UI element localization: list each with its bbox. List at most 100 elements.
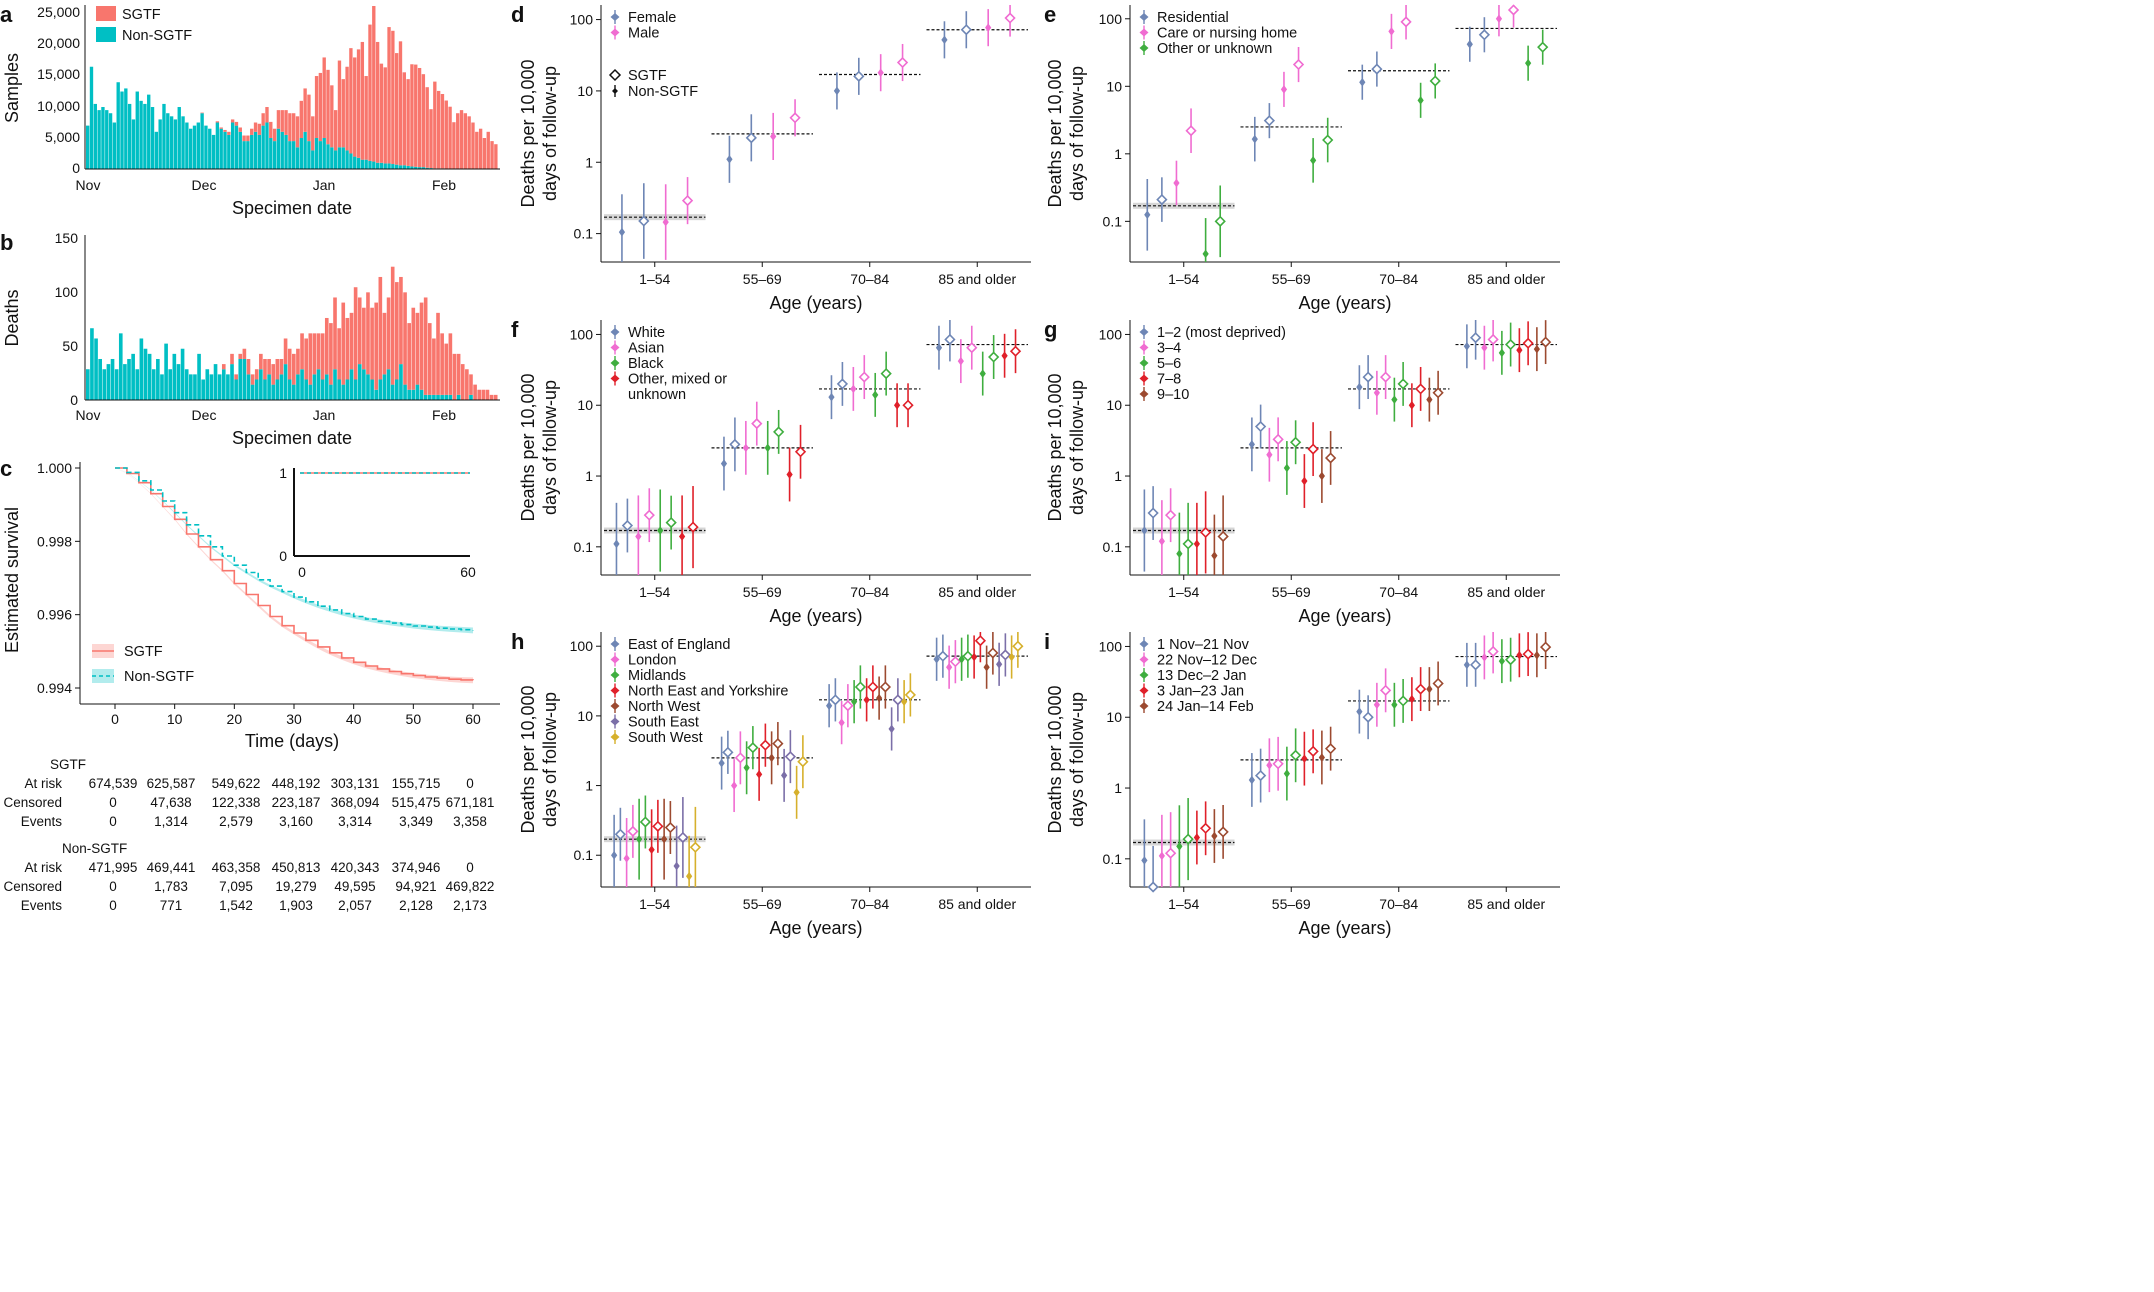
panel-label-i: i — [1044, 629, 1050, 654]
e-legend-key — [1139, 13, 1149, 21]
risk-cell: 3,349 — [399, 814, 433, 829]
i-legend-label: 3 Jan–23 Jan — [1157, 684, 1244, 700]
h-point-nonsgtf — [876, 693, 883, 703]
f-legend-label: White — [628, 325, 665, 341]
e-legend-label: Residential — [1157, 10, 1229, 26]
c-ytick: 0.994 — [37, 680, 72, 696]
e-point-nonsgtf — [1173, 178, 1180, 188]
a-bar-nonsgtf — [143, 103, 147, 169]
a-bar-nonsgtf — [169, 116, 174, 169]
a-bar-sgtf — [280, 110, 284, 132]
h-point-nonsgtf — [863, 695, 870, 705]
f-point-nonsgtf — [720, 459, 728, 468]
d-point-nonsgtf — [770, 132, 777, 141]
b-bar-nonsgtf — [316, 369, 321, 400]
f-point-sgtf — [751, 417, 763, 430]
h-point-nonsgtf — [958, 654, 965, 664]
b-bar-nonsgtf — [378, 379, 383, 400]
b-bar-nonsgtf — [320, 379, 325, 400]
h-legend-key — [610, 717, 620, 726]
b-bar-nonsgtf — [205, 369, 210, 400]
i-point-nonsgtf — [1481, 653, 1488, 662]
b-bar-sgtf — [444, 343, 449, 395]
b-bar-sgtf — [230, 353, 234, 365]
h-point-sgtf — [614, 828, 627, 840]
i-legend-label: 1 Nov–21 Nov — [1157, 637, 1250, 653]
a-bar-nonsgtf — [208, 128, 212, 169]
f-ytick: 100 — [570, 326, 594, 342]
g-legend-key — [1139, 359, 1149, 367]
i-ytick: 1 — [1114, 780, 1122, 796]
h-xlabel: Age (years) — [769, 918, 862, 938]
b-bar-nonsgtf — [337, 379, 341, 400]
b-bar-sgtf — [390, 266, 395, 385]
e-ylabel-line1: Deaths per 10,000 — [1045, 59, 1065, 207]
b-bar-nonsgtf — [118, 333, 123, 400]
b-bar-nonsgtf — [308, 384, 313, 400]
h-ytick: 100 — [570, 638, 594, 654]
g-point-sgtf — [1324, 452, 1337, 464]
risk-cell: 3,358 — [453, 814, 487, 829]
b-bar-nonsgtf — [172, 353, 177, 400]
b-bar-nonsgtf — [201, 379, 205, 400]
risk-table-title-nonsgtf: Non-SGTF — [62, 841, 127, 856]
f-point-sgtf — [621, 519, 634, 532]
f-point-nonsgtf — [979, 369, 986, 378]
b-bar-sgtf — [267, 358, 271, 375]
a-xtick: Nov — [76, 177, 101, 193]
h-legend-label: East of England — [628, 637, 730, 653]
h-point-sgtf — [797, 756, 809, 768]
b-bar-nonsgtf — [94, 338, 98, 400]
d-point-nonsgtf — [985, 23, 992, 33]
b-bar-sgtf — [395, 282, 399, 380]
g-point-nonsgtf — [1266, 450, 1273, 460]
a-xtick: Feb — [432, 177, 456, 193]
a-bar-nonsgtf — [177, 107, 181, 169]
g-point-sgtf — [1217, 530, 1229, 543]
b-bar-sgtf — [254, 369, 259, 380]
h-point-sgtf — [747, 742, 759, 754]
f-point-nonsgtf — [657, 526, 664, 535]
panel-a-yticks: 0 5,000 10,000 15,000 20,000 25,000 — [37, 4, 80, 176]
g-legend-key — [1139, 328, 1149, 336]
h-ytick: 1 — [585, 778, 593, 794]
a-bar-nonsgtf — [311, 150, 315, 169]
b-bar-sgtf — [427, 323, 432, 395]
risk-cell: 3,314 — [338, 814, 372, 829]
a-bar-sgtf — [322, 57, 326, 139]
f-point-nonsgtf — [1001, 351, 1008, 361]
b-ytick: 0 — [70, 392, 78, 408]
b-bar-nonsgtf — [419, 389, 424, 400]
a-bar-nonsgtf — [272, 141, 277, 169]
g-ylabel-line1: Deaths per 10,000 — [1045, 373, 1065, 521]
g-ytick: 100 — [1099, 326, 1123, 342]
h-point-nonsgtf — [611, 850, 618, 860]
f-point-nonsgtf — [742, 443, 749, 453]
a-bar-nonsgtf — [166, 113, 170, 169]
a-bar-nonsgtf — [135, 91, 139, 169]
f-point-nonsgtf — [850, 384, 857, 394]
d-ylabel-line1: Deaths per 10,000 — [518, 59, 538, 207]
h-point-nonsgtf — [686, 871, 693, 881]
h-ylabel-line1: Deaths per 10,000 — [518, 685, 538, 833]
b-bar-nonsgtf — [193, 374, 197, 400]
a-bar-sgtf — [448, 106, 452, 169]
a-bar-nonsgtf — [269, 138, 273, 169]
b-bar-sgtf — [366, 292, 370, 375]
a-bar-sgtf — [475, 131, 479, 169]
i-point-sgtf — [1414, 683, 1427, 695]
a-bar-sgtf — [360, 41, 365, 160]
b-bar-nonsgtf — [341, 384, 346, 400]
f-xtick: 1–54 — [639, 584, 670, 600]
a-bar-sgtf — [478, 128, 483, 169]
i-point-nonsgtf — [1463, 660, 1470, 670]
i-point-sgtf — [1307, 745, 1319, 757]
i-point-nonsgtf — [1498, 656, 1505, 666]
a-bar-nonsgtf — [242, 141, 246, 169]
b-bar-sgtf — [345, 317, 350, 380]
f-point-sgtf — [794, 446, 807, 458]
panel-a-bars — [86, 6, 498, 169]
b-bar-nonsgtf — [102, 369, 107, 400]
h-point-sgtf — [962, 650, 974, 662]
b-bar-nonsgtf — [254, 379, 259, 400]
